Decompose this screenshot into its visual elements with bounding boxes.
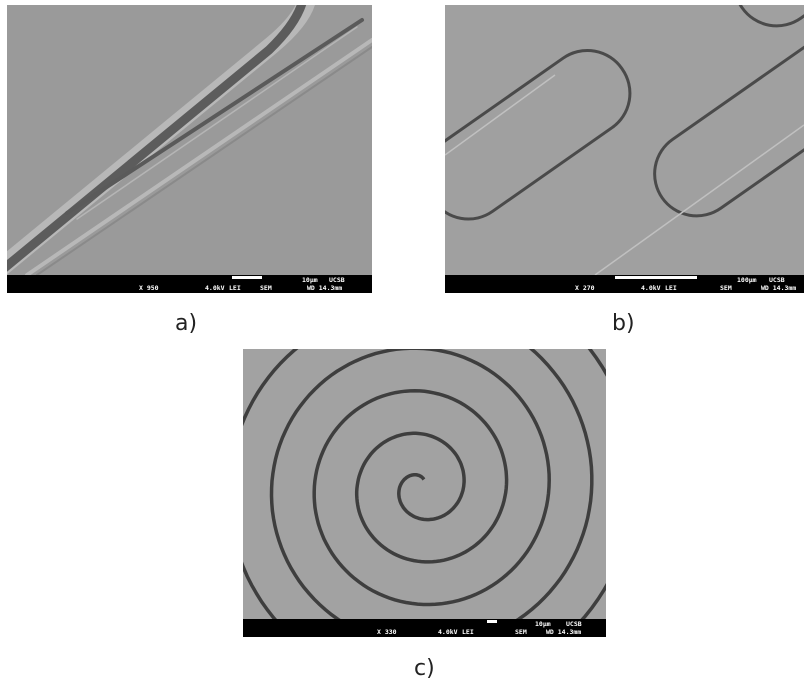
mode: SEM bbox=[260, 284, 272, 292]
voltage: 4.0kV bbox=[438, 628, 458, 636]
magnification: X 270 bbox=[575, 284, 595, 292]
lab-text: UCSB bbox=[566, 620, 582, 628]
lab-text: UCSB bbox=[329, 276, 345, 284]
detector: LEI bbox=[665, 284, 677, 292]
mode: SEM bbox=[720, 284, 732, 292]
figure: 10µm UCSB X 950 4.0kV LEI SEM WD 14.3mm … bbox=[0, 0, 804, 681]
panel-label: c) bbox=[414, 656, 435, 681]
working-distance: WD 14.3mm bbox=[546, 628, 581, 636]
voltage: 4.0kV bbox=[641, 284, 661, 292]
lab-text: UCSB bbox=[769, 276, 785, 284]
detector: LEI bbox=[229, 284, 241, 292]
scale-text: 10µm bbox=[535, 620, 551, 628]
mode: SEM bbox=[515, 628, 527, 636]
working-distance: WD 14.3mm bbox=[761, 284, 796, 292]
sem-image-a: 10µm UCSB X 950 4.0kV LEI SEM WD 14.3mm bbox=[2, 0, 372, 293]
working-distance: WD 14.3mm bbox=[307, 284, 342, 292]
magnification: X 950 bbox=[139, 284, 159, 292]
detector: LEI bbox=[462, 628, 474, 636]
voltage: 4.0kV bbox=[205, 284, 225, 292]
magnification: X 330 bbox=[377, 628, 397, 636]
panel-label: a) bbox=[175, 311, 197, 336]
scale-text: 10µm bbox=[302, 276, 318, 284]
panel-label: b) bbox=[612, 311, 635, 336]
sem-image-b: 100µm UCSB X 270 4.0kV LEI SEM WD 14.3mm bbox=[409, 0, 804, 293]
scale-text: 100µm bbox=[737, 276, 757, 284]
sem-image-c: 10µm UCSB X 330 4.0kV LEI SEM WD 14.3mm bbox=[186, 263, 634, 681]
